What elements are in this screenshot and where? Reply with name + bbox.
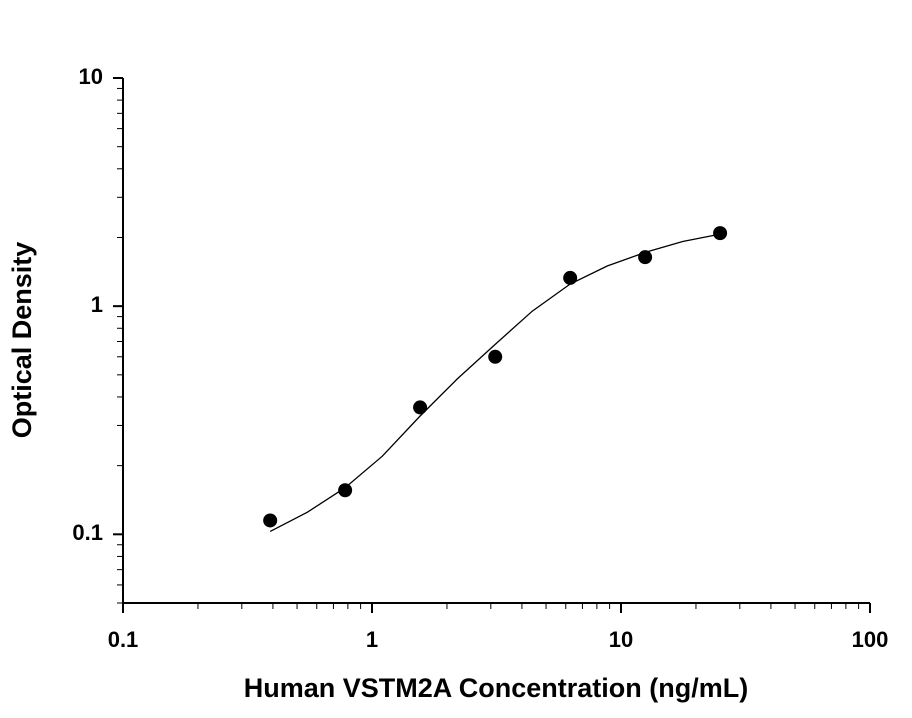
x-tick-label: 0.1 xyxy=(108,627,139,652)
data-point xyxy=(338,483,353,498)
y-tick-label: 10 xyxy=(79,64,103,89)
y-tick-label: 1 xyxy=(91,292,103,317)
x-tick-label: 100 xyxy=(852,627,889,652)
x-tick-label: 1 xyxy=(366,627,378,652)
fit-curve xyxy=(269,233,721,532)
y-axis-title: Optical Density xyxy=(7,242,37,439)
data-point xyxy=(263,513,278,528)
data-point xyxy=(413,400,428,415)
data-point xyxy=(563,270,578,285)
x-axis-title: Human VSTM2A Concentration (ng/mL) xyxy=(244,673,749,703)
data-point xyxy=(488,349,503,364)
y-tick-label: 0.1 xyxy=(72,520,103,545)
data-point xyxy=(713,226,728,241)
x-tick-label: 10 xyxy=(609,627,633,652)
